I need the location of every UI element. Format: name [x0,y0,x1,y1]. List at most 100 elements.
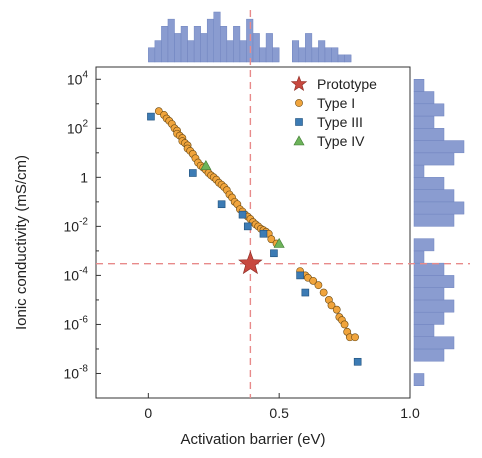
type-i-point [351,333,359,342]
type-i-point [309,276,318,285]
x-tick-label: 0.5 [269,405,289,421]
legend-type-iii-label: Type III [317,114,363,130]
legend-type-i-label: Type I [317,95,355,111]
top-histogram-bar [318,40,326,63]
right-histogram-bar [413,177,445,190]
type-iii-point [243,222,252,231]
right-histogram-bar [413,91,435,105]
legend-type-iv-marker [293,135,305,146]
right-histogram-bar [413,311,445,325]
top-histogram-bar [298,47,306,63]
type-iii-point [301,288,310,297]
type-i-point [267,235,276,244]
top-histogram-bar [154,40,162,63]
legend-prototype-label: Prototype [317,76,377,92]
y-tick-label: 10-8 [64,363,89,381]
right-histogram-bar [413,336,455,350]
y-tick-label: 102 [67,118,89,136]
legend-prototype-marker [290,75,308,92]
right-histogram-bar [413,152,455,166]
type-iii-point [296,271,304,280]
legend-type-iv-label: Type IV [317,133,365,149]
right-histogram-bar [413,275,455,288]
top-histogram-bar [311,47,319,63]
y-tick-label: 10-6 [64,314,89,332]
top-histogram-bar [265,33,273,63]
top-histogram-bar [252,33,260,63]
top-histogram-bar [161,26,169,63]
type-iv-point [200,160,212,170]
type-iii-point [238,210,247,219]
legend-type-i-marker [295,99,303,107]
type-iv-point [273,237,285,248]
top-marginal-histogram [148,11,352,63]
top-histogram-bar [187,40,195,63]
x-axis: 0 0.5 1.0 [144,393,420,421]
right-histogram-bar [413,103,445,117]
x-tick-label: 1.0 [400,405,420,421]
top-histogram-bar [148,47,156,63]
top-histogram-bar [331,47,339,63]
right-histogram-bar [413,201,465,215]
top-histogram-bar [213,11,221,63]
prototype-point [238,250,263,275]
type-iii-point [217,200,226,209]
type-i-point [314,281,323,290]
legend: Prototype Type I Type III Type IV [290,75,377,149]
y-tick-label: 1 [80,169,88,185]
legend-type-iii-marker [295,118,303,126]
y-tick-label: 10-2 [64,216,89,234]
type-iii-point [147,112,155,121]
top-histogram-bar [206,18,214,63]
type-i-point [332,305,341,314]
top-histogram-bar [226,40,234,63]
top-histogram-bar [259,47,267,63]
top-histogram-bar [180,26,188,63]
right-histogram-bar [413,299,455,313]
top-histogram-bar [200,33,208,63]
y-tick-label: 10-4 [64,265,89,283]
type-iii-point [270,249,278,258]
right-histogram-bar [413,115,435,129]
type-i-point [340,320,349,329]
right-histogram-bar [413,140,465,154]
x-tick-label: 0 [144,405,152,421]
top-histogram-bar [344,54,352,63]
plot-area-frame [95,66,411,399]
top-histogram-bar [305,33,313,63]
right-histogram-bar [413,348,445,362]
type-i-point [154,107,163,116]
type-iii-point [353,357,362,366]
right-histogram-bar [413,324,435,337]
right-histogram-bar [413,287,445,301]
top-histogram-bar [193,26,201,63]
right-histogram-bar [413,79,425,92]
right-histogram-bar [413,189,455,203]
right-histogram-bar [413,128,445,141]
top-histogram-bar [324,47,332,63]
y-axis: 104 102 1 10-2 10-4 10-6 10-8 [64,69,101,399]
y-tick-label: 104 [67,69,89,87]
top-histogram-bar [272,47,280,63]
top-histogram-bar [239,40,247,63]
y-axis-label: Ionic conductivity (mS/cm) [13,155,30,330]
top-histogram-bar [167,18,175,63]
top-histogram-bar [337,54,345,63]
type-i-point [319,288,328,297]
right-histogram-bar [413,238,435,252]
right-histogram-bar [413,373,425,386]
x-axis-label: Activation barrier (eV) [180,431,325,448]
right-histogram-bar [413,213,455,227]
top-histogram-bar [220,26,228,63]
reference-lines [96,10,470,398]
right-marginal-histogram [413,79,465,386]
right-histogram-bar [413,164,425,178]
top-histogram-bar [292,40,300,63]
type-i-point [327,301,336,310]
data-points [147,107,362,366]
right-histogram-bar [413,250,425,264]
top-histogram-bar [233,26,241,63]
type-iii-point [259,229,268,238]
type-iii-point [189,169,197,177]
